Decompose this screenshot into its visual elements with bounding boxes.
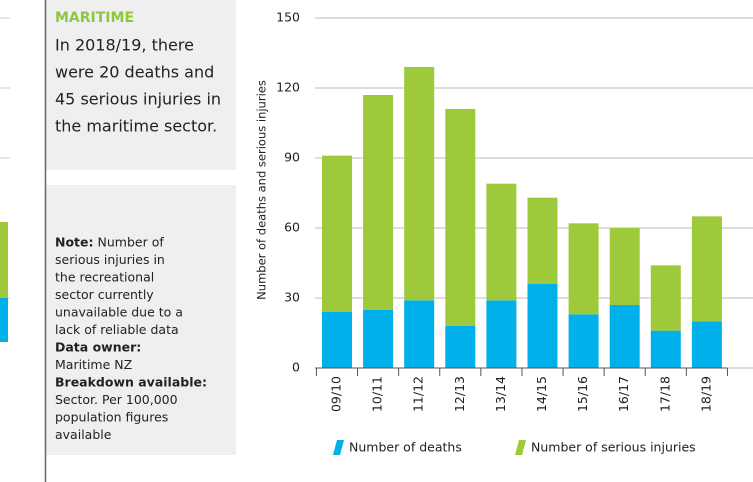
section-line: population figures (55, 410, 168, 425)
bar-segment (404, 67, 435, 301)
bar-segment (691, 216, 722, 322)
x-tick-label: 18/19 (698, 376, 713, 412)
bar-segment (486, 300, 517, 368)
legend-swatch (333, 440, 344, 455)
bar-segment (568, 314, 599, 368)
legend-label: Number of serious injuries (531, 440, 696, 455)
summary-line: were 20 deaths and (55, 63, 214, 82)
x-tick-label: 13/14 (493, 376, 508, 412)
x-tick-label: 15/16 (575, 376, 590, 412)
section-label: Breakdown available: (55, 375, 207, 390)
y-tick-label: 120 (276, 80, 300, 95)
section-line: sector currently (55, 287, 154, 302)
section-line: serious injuries in (55, 252, 165, 267)
bar-segment (527, 197, 558, 284)
bar-segment (322, 155, 352, 312)
section-line: lack of reliable data (55, 322, 179, 337)
section-line: Sector. Per 100,000 (55, 392, 178, 407)
y-axis-title: Number of deaths and serious injuries (255, 80, 269, 300)
y-tick-label: 90 (284, 150, 300, 165)
y-tick-label: 150 (276, 10, 300, 25)
section-line: Number of (98, 235, 165, 250)
y-tick-label: 0 (292, 360, 300, 375)
bar-segment (609, 228, 640, 305)
section-line: the recreational (55, 270, 154, 285)
bar-segment (568, 223, 599, 315)
summary-line: the maritime sector. (55, 117, 217, 136)
section-line: unavailable due to a (55, 305, 183, 320)
legend-label: Number of deaths (349, 440, 462, 455)
x-tick-label: 09/10 (329, 376, 344, 412)
x-tick-label: 16/17 (616, 376, 631, 412)
summary-line: 45 serious injuries in (55, 90, 221, 109)
x-tick-label: 14/15 (534, 376, 549, 412)
panel-heading: MARITIME (55, 10, 134, 26)
section-line: available (55, 427, 112, 442)
bar-segment (691, 321, 722, 368)
bar-segment (609, 305, 640, 368)
section-line: Maritime NZ (55, 357, 132, 372)
y-tick-label: 60 (284, 220, 300, 235)
bar-segment (363, 95, 394, 310)
bar-segment (404, 300, 435, 368)
chart: 0 30 60 90 120 150 Number of deaths and seriou… (255, 10, 753, 455)
bar-segment (445, 326, 476, 368)
x-tick-label: 11/12 (411, 376, 426, 412)
cut-off-chart (0, 17, 10, 342)
x-tick-label: 17/18 (657, 376, 672, 412)
x-tick-label: 10/11 (370, 376, 385, 412)
note-panel (45, 185, 236, 455)
bar-segment (650, 265, 681, 331)
bar-segment (445, 109, 476, 326)
panel-text: MARITIME In 2018/19, there were 20 deaths … (55, 10, 221, 442)
y-tick-label: 30 (284, 290, 300, 305)
section-label: Data owner: (55, 340, 141, 355)
summary-line: In 2018/19, there (55, 36, 194, 55)
bar-segment (322, 312, 352, 368)
bar-segment (363, 309, 394, 368)
bar-segment (527, 284, 558, 368)
bar-segment (650, 330, 681, 368)
legend-swatch (515, 440, 526, 455)
bar-segment (486, 183, 517, 301)
summary-panel (45, 0, 236, 170)
x-tick-label: 12/13 (452, 376, 467, 412)
section-label: Note: (55, 235, 94, 250)
